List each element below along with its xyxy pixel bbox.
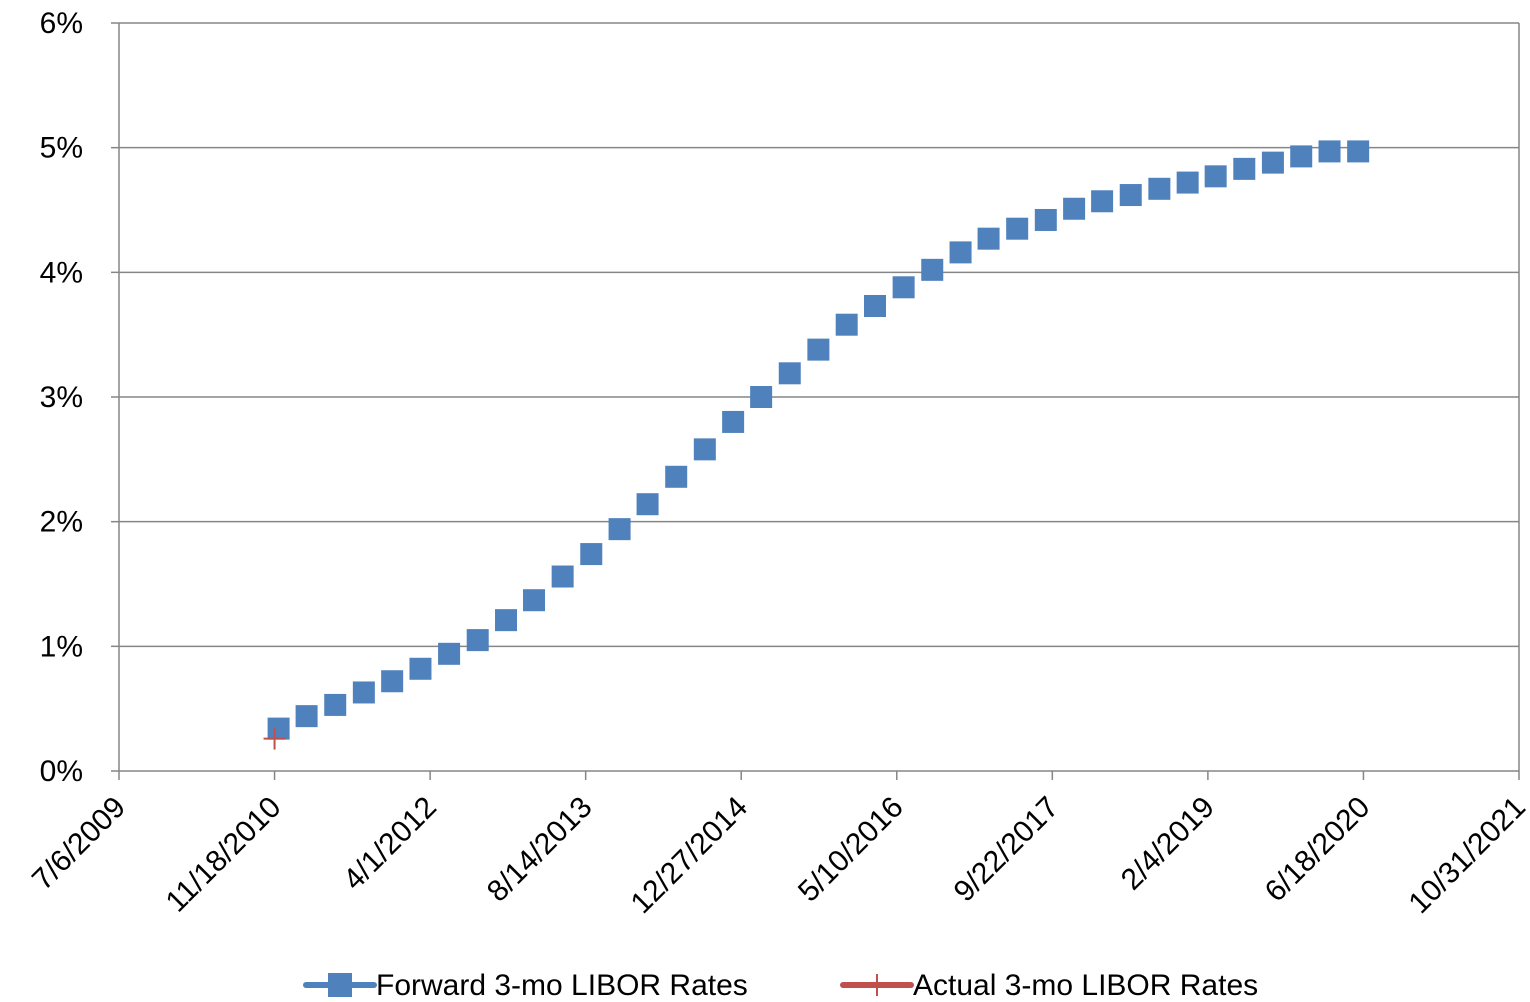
data-point — [722, 410, 745, 433]
gridlines — [119, 22, 1519, 648]
data-point — [1204, 165, 1227, 188]
x-tick-label: 11/18/2010 — [160, 791, 288, 919]
legend: Forward 3-mo LIBOR Rates Actual 3-mo LIBO… — [303, 969, 1258, 1002]
y-tick-label: 6% — [40, 7, 83, 40]
x-tick-label: 8/14/2013 — [481, 791, 599, 909]
legend-item-1: Forward 3-mo LIBOR Rates — [303, 969, 748, 1002]
data-point — [750, 386, 773, 408]
data-point — [438, 642, 461, 665]
data-point — [636, 493, 659, 516]
data-point — [381, 670, 404, 693]
data-point — [409, 657, 432, 680]
data-point — [1233, 157, 1256, 180]
data-point — [295, 705, 318, 728]
y-tick-label: 3% — [40, 381, 83, 414]
data-point — [921, 258, 944, 281]
data-point — [263, 727, 286, 750]
x-tick-label: 2/4/2019 — [1115, 791, 1221, 897]
x-tick-label: 7/6/2009 — [26, 791, 132, 897]
data-point — [892, 276, 915, 299]
y-tick-label: 0% — [40, 755, 83, 788]
data-point — [352, 681, 375, 704]
x-tick-label: 5/10/2016 — [792, 791, 910, 909]
data-point — [1006, 217, 1029, 240]
data-point — [1063, 197, 1086, 220]
data-point — [977, 227, 1000, 250]
legend-item-2: Actual 3-mo LIBOR Rates — [840, 969, 1258, 1002]
axes — [111, 22, 1520, 780]
data-point — [1318, 140, 1341, 163]
data-point — [1148, 177, 1171, 200]
data-series — [263, 140, 1370, 750]
data-point — [580, 543, 603, 566]
data-point — [1119, 184, 1142, 207]
data-point — [1034, 208, 1057, 231]
data-point — [835, 313, 858, 336]
data-point — [807, 338, 830, 361]
data-point — [864, 294, 886, 317]
x-tick-label: 6/18/2020 — [1259, 791, 1377, 909]
data-point — [523, 589, 546, 612]
data-point — [1290, 145, 1313, 168]
data-point — [608, 518, 631, 541]
x-tick-label: 9/22/2017 — [948, 791, 1066, 909]
data-point — [551, 565, 574, 588]
data-point — [778, 362, 801, 385]
data-point — [1091, 190, 1114, 213]
legend-marker — [328, 973, 352, 997]
y-tick-label: 2% — [40, 506, 83, 539]
data-point — [466, 629, 489, 652]
legend-label: Forward 3-mo LIBOR Rates — [376, 969, 748, 1002]
x-axis-ticks: 7/6/2009 11/18/2010 4/1/2012 8/14/2013 12/27… — [26, 791, 1530, 921]
x-tick-label: 4/1/2012 — [337, 791, 443, 897]
y-tick-label: 1% — [40, 630, 83, 663]
y-tick-label: 5% — [40, 132, 83, 165]
series-2 — [263, 727, 286, 750]
series-1 — [267, 140, 1370, 740]
data-point — [693, 438, 716, 461]
y-axis-ticks: 0% 1% 2% 3% 4% 5% 6% — [40, 7, 83, 788]
data-point — [267, 717, 290, 740]
data-point — [1347, 140, 1370, 163]
x-tick-label: 10/31/2021 — [1402, 791, 1530, 921]
x-tick-label: 12/27/2014 — [625, 791, 755, 921]
y-tick-label: 4% — [40, 256, 83, 289]
data-point — [1261, 151, 1284, 174]
data-point — [665, 465, 688, 488]
data-point — [324, 693, 347, 716]
data-point — [949, 241, 972, 264]
legend-label: Actual 3-mo LIBOR Rates — [913, 969, 1258, 1002]
data-point — [1176, 171, 1199, 194]
data-point — [495, 609, 518, 632]
